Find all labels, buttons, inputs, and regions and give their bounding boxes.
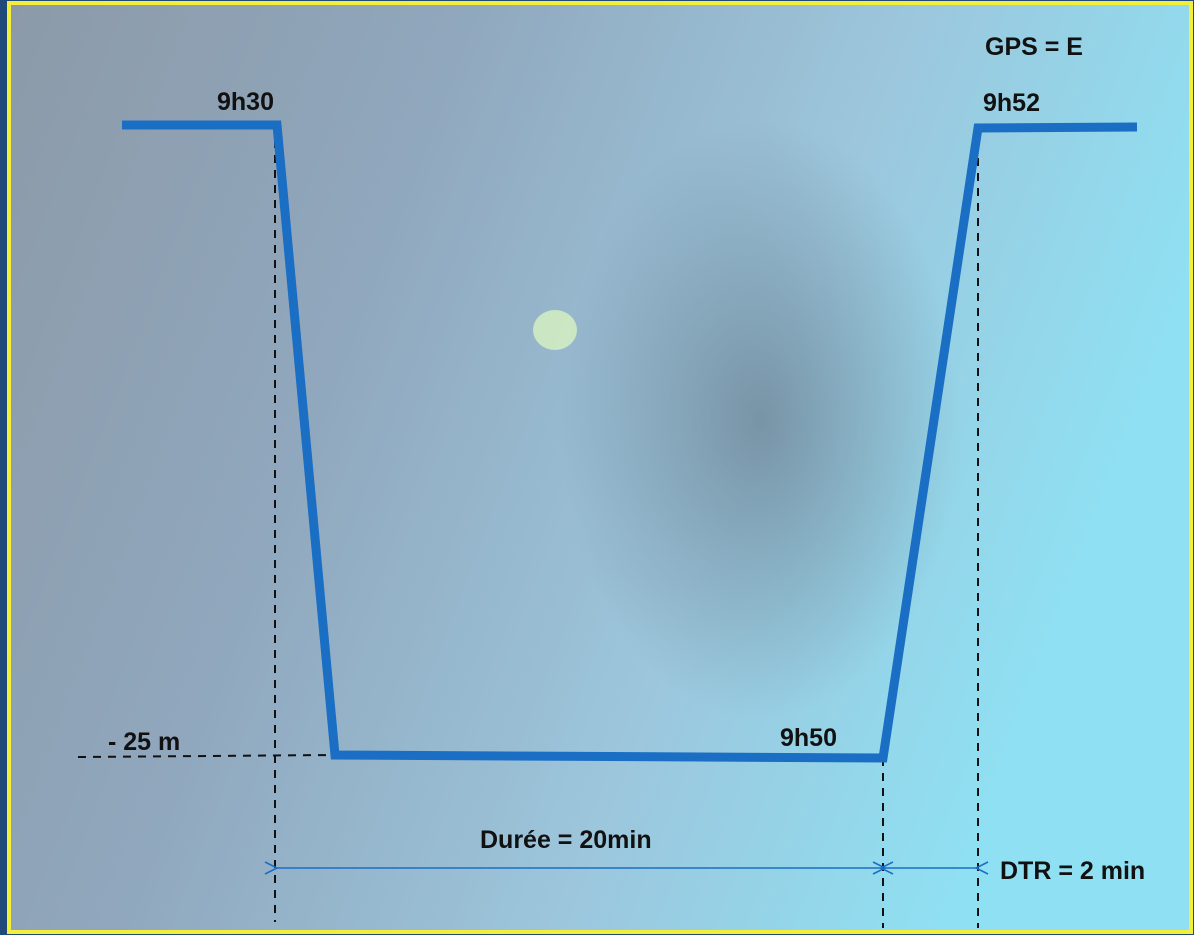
bottom-end-time: 9h50 [780,724,837,752]
guide-lines [77,125,979,928]
surface-time: 9h52 [983,89,1040,117]
duration-label: Durée = 20min [480,826,652,854]
diver-light [533,310,577,350]
depth-label: - 25 m [108,728,180,756]
dtr-label: DTR = 2 min [1000,857,1145,885]
guide-line [77,754,336,758]
diver-silhouette [560,120,960,720]
gps-label: GPS = E [985,33,1083,61]
dive-profile [122,120,1138,763]
start-time: 9h30 [217,88,274,116]
